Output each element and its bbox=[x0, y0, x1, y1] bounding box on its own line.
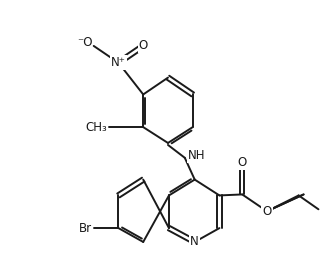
Text: O: O bbox=[238, 156, 247, 169]
Text: NH: NH bbox=[188, 149, 205, 162]
Text: O: O bbox=[139, 39, 148, 53]
Text: CH₃: CH₃ bbox=[86, 121, 108, 134]
Text: ⁻O: ⁻O bbox=[77, 36, 93, 49]
Text: N⁺: N⁺ bbox=[111, 56, 126, 69]
Text: Br: Br bbox=[79, 222, 92, 235]
Text: N: N bbox=[190, 235, 199, 249]
Text: O: O bbox=[262, 205, 272, 218]
